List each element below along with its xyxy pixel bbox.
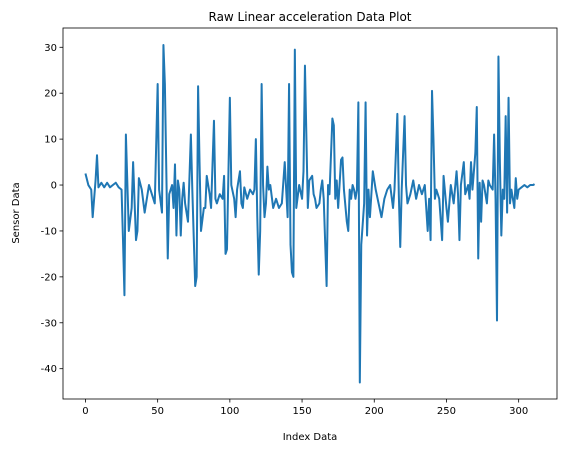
y-tick-label: -20 [41,272,57,283]
data-line [84,43,536,384]
y-tick-label: 0 [51,181,57,192]
y-tick-label: -40 [41,364,57,375]
y-tick-label: 30 [44,43,57,54]
x-axis-label: Index Data [283,432,338,443]
y-tick-label: -10 [41,226,57,237]
x-tick-label: 300 [509,406,528,417]
x-tick-label: 100 [220,406,239,417]
y-tick-label: 10 [44,135,57,146]
y-tick-label: -30 [41,318,57,329]
y-tick-label: 20 [44,89,57,100]
x-tick-label: 200 [365,406,384,417]
plot-frame [62,27,558,400]
chart-title: Raw Linear acceleration Data Plot [209,10,412,24]
x-tick-label: 250 [437,406,456,417]
y-axis-label: Sensor Data [11,182,22,243]
x-tick-label: 50 [151,406,164,417]
x-tick-label: 0 [82,406,88,417]
x-tick-label: 150 [293,406,312,417]
